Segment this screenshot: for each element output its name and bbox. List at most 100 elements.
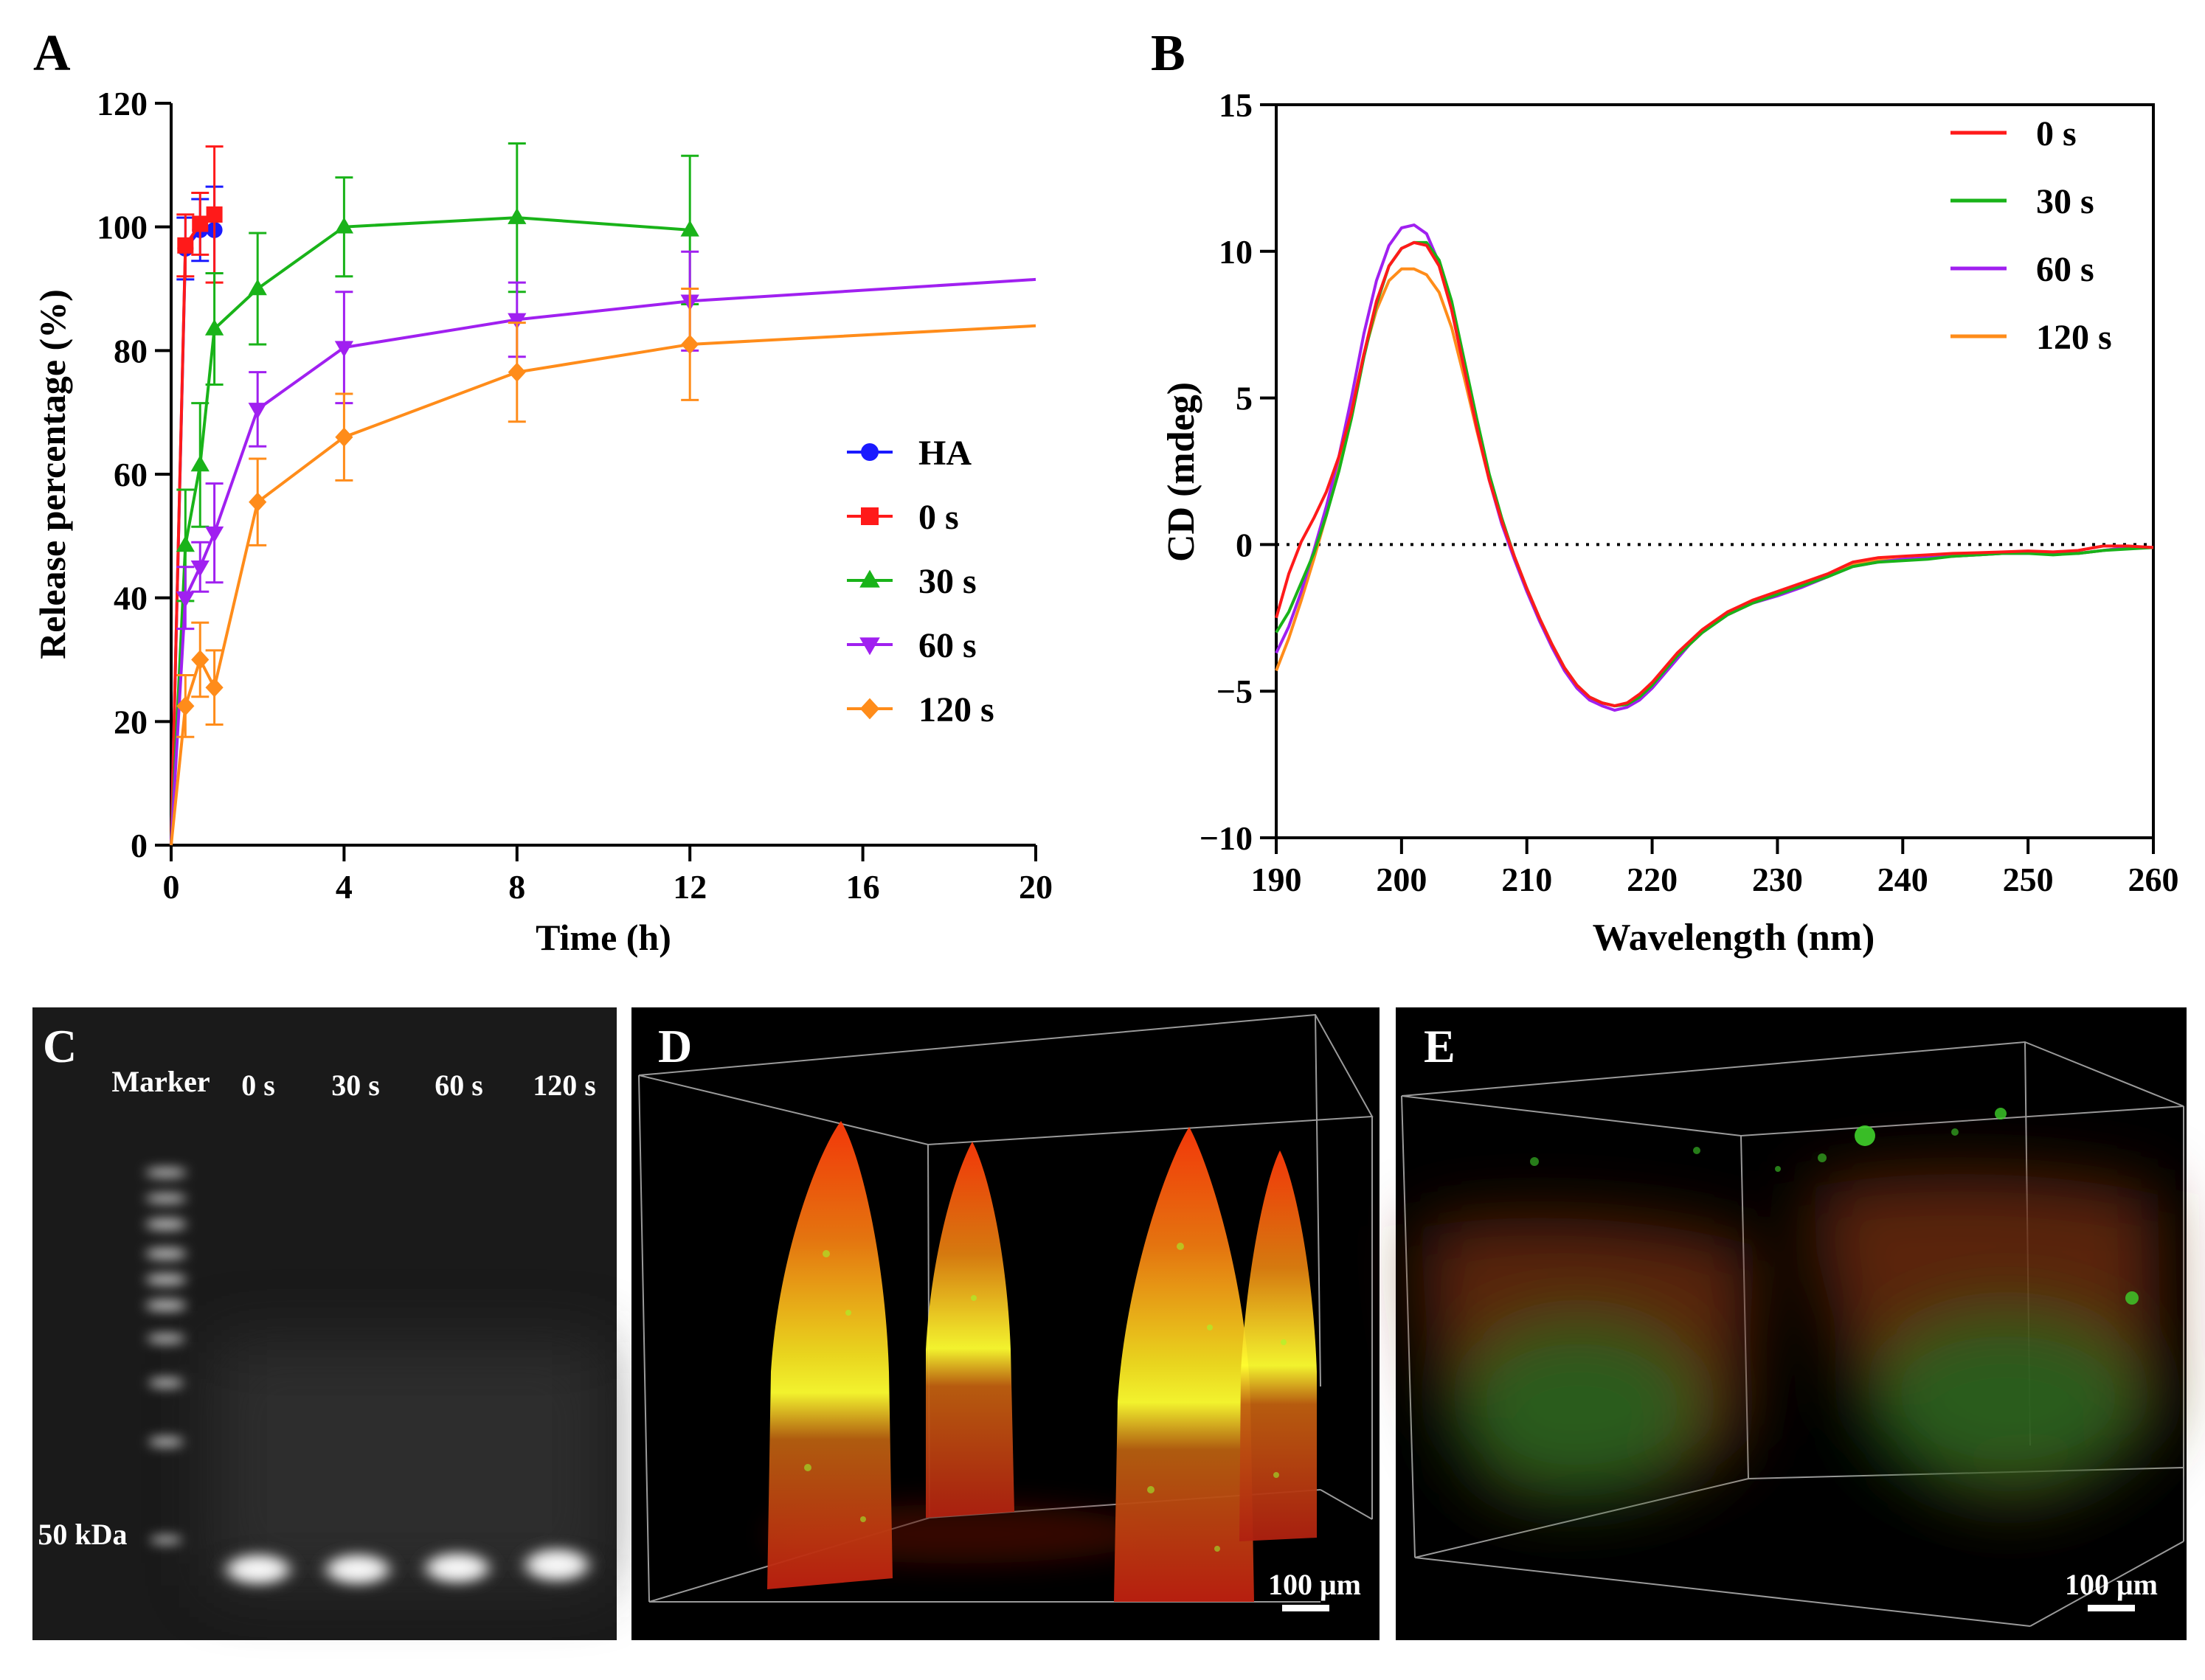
data-point <box>176 535 195 552</box>
data-point <box>191 650 210 670</box>
panel-label-c: C <box>43 1020 77 1072</box>
y-axis-label-a: Release percentage (%) <box>32 289 73 659</box>
band-120s <box>513 1543 601 1587</box>
legend-marker <box>859 569 880 588</box>
legend-item-120s: 120 s <box>847 690 994 729</box>
ladder-band <box>145 1219 187 1229</box>
y-tick-label-a: 120 <box>97 85 148 122</box>
series-0s <box>170 145 224 846</box>
data-point <box>192 215 209 232</box>
y-tick-label-b: −5 <box>1216 673 1253 710</box>
legend-item-30s: 30 s <box>847 562 977 601</box>
legend-marker <box>859 637 880 656</box>
x-tick-label-a: 8 <box>508 868 525 906</box>
data-point <box>680 220 699 237</box>
legend-marker <box>861 507 879 525</box>
x-tick-label-a: 20 <box>1019 868 1053 906</box>
x-tick-label-a: 4 <box>336 868 353 906</box>
x-tick-label-a: 12 <box>673 868 707 906</box>
lane-label-0s: 0 s <box>241 1069 275 1102</box>
y-tick-label-a: 60 <box>114 456 148 493</box>
y-tick-label-a: 20 <box>114 703 148 740</box>
legend-item-60s: 60 s <box>1950 250 2094 289</box>
data-point <box>204 319 224 336</box>
ladder-band <box>145 1249 187 1259</box>
tissue-fluorescence <box>1420 1173 2161 1501</box>
data-point <box>190 455 210 472</box>
gel-image: C Marker 0 s 30 s 60 s 120 s 50 kDa <box>32 1007 617 1640</box>
legend-item-60s: 60 s <box>847 626 977 665</box>
lane-label-120s: 120 s <box>533 1069 596 1102</box>
x-tick-label-a: 0 <box>163 868 180 906</box>
plot-frame-b <box>1275 103 2155 839</box>
series-line-30s <box>1275 240 2154 708</box>
data-point <box>176 591 195 608</box>
panel-label-a: A <box>33 25 71 82</box>
series-line-120s <box>170 324 1036 846</box>
y-tick-label-b: 15 <box>1219 86 1253 124</box>
ladder-band <box>145 1274 187 1285</box>
legend-b: 0 s 30 s 60 s 120 s <box>1950 114 2112 357</box>
data-point <box>206 206 223 223</box>
data-point <box>508 207 527 224</box>
x-tick-label-b: 250 <box>2003 861 2054 898</box>
ladder-band <box>148 1437 184 1446</box>
y-tick-label-b: −10 <box>1200 819 1253 857</box>
x-tick-label-a: 16 <box>846 868 880 906</box>
legend-marker <box>861 443 879 461</box>
series-line-0s <box>1275 240 2154 708</box>
x-tick-label-b: 210 <box>1501 861 1552 898</box>
y-tick-label-b: 10 <box>1219 233 1253 271</box>
data-point <box>681 334 699 355</box>
legend-item-ha: HA <box>847 434 972 473</box>
series-30s <box>170 142 699 846</box>
insertion-3d-image: E 100 μm <box>1396 1007 2187 1640</box>
series-line-60s <box>170 277 1036 846</box>
series-line-30s <box>170 216 690 846</box>
data-point <box>335 427 353 447</box>
ladder-band <box>145 1194 187 1203</box>
legend-item-30s: 30 s <box>1950 182 2094 221</box>
data-point <box>190 560 210 577</box>
legend-label: 30 s <box>918 562 977 601</box>
cd-spectrum-chart: −10 −5 0 5 10 15 190 200 210 220 230 240 250 260 Wav… <box>1160 86 2179 959</box>
marker-size-label: 50 kDa <box>38 1518 127 1551</box>
data-point <box>248 403 267 420</box>
data-point <box>508 362 526 382</box>
legend-a: HA 0 s 30 s 60 s 120 s <box>847 434 994 729</box>
band-60s <box>413 1547 502 1589</box>
microneedle <box>1239 1150 1317 1541</box>
scale-bar-e <box>2088 1605 2135 1611</box>
y-tick-label-a: 40 <box>114 580 148 617</box>
scale-bar-label-e: 100 μm <box>2065 1568 2158 1601</box>
data-point <box>334 341 354 358</box>
green-speckles <box>804 1243 1287 1552</box>
microneedle <box>1114 1127 1254 1602</box>
scale-bar-d <box>1282 1605 1329 1611</box>
panel-label-d: D <box>658 1020 692 1072</box>
series-line-120s <box>1275 267 2153 708</box>
sample-bands <box>214 1543 601 1590</box>
y-tick-label-a: 0 <box>131 827 148 864</box>
y-tick-label-a: 80 <box>114 332 148 369</box>
legend-item-0s: 0 s <box>1950 114 2077 153</box>
y-axis-label-b: CD (mdeg) <box>1160 382 1202 562</box>
legend-label: 120 s <box>2036 318 2112 357</box>
panel-label-e: E <box>1424 1020 1455 1072</box>
data-point <box>177 237 194 254</box>
x-tick-label-b: 240 <box>1877 861 1928 898</box>
legend-label: HA <box>918 434 972 473</box>
series-60s <box>170 250 1036 846</box>
scale-bar-label-d: 100 μm <box>1268 1568 1361 1601</box>
x-tick-label-b: 190 <box>1251 861 1302 898</box>
y-tick-label-b: 0 <box>1236 526 1253 563</box>
data-point <box>204 526 224 543</box>
legend-label: 120 s <box>918 690 994 729</box>
microneedle <box>926 1142 1014 1518</box>
band-0s <box>214 1549 302 1590</box>
ladder-band <box>148 1378 184 1387</box>
lane-label-marker: Marker <box>111 1065 210 1098</box>
ladder-band <box>150 1536 182 1544</box>
y-tick-label-a: 100 <box>97 209 148 246</box>
data-point <box>508 313 527 330</box>
